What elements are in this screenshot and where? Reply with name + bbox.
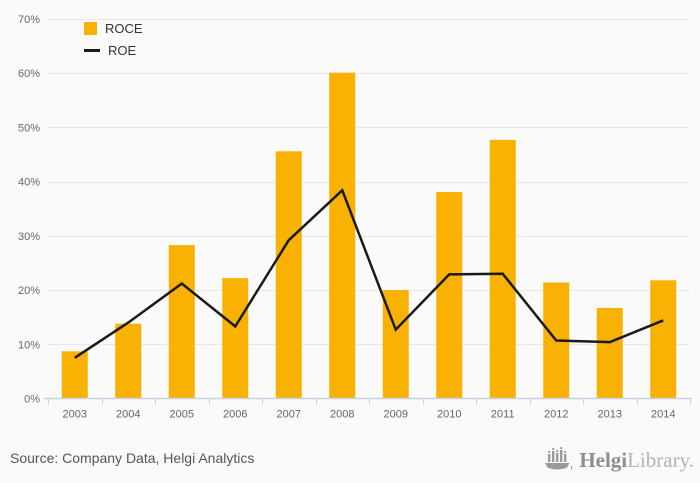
svg-text:2011: 2011	[491, 409, 515, 421]
svg-text:2008: 2008	[330, 409, 354, 421]
svg-text:0%: 0%	[24, 394, 40, 406]
brand-primary: Helgi	[579, 448, 628, 472]
svg-text:2012: 2012	[544, 409, 568, 421]
legend-item-roce[interactable]: ROCE	[84, 21, 143, 36]
footer: Source: Company Data, Helgi Analytics	[0, 438, 700, 483]
svg-text:2009: 2009	[384, 409, 408, 421]
svg-text:50%: 50%	[18, 122, 40, 134]
svg-text:2005: 2005	[170, 409, 194, 421]
source-note: Source: Company Data, Helgi Analytics	[10, 450, 255, 466]
svg-text:2004: 2004	[116, 409, 140, 421]
helgi-library-logo: HelgiLibrary.	[542, 445, 694, 475]
svg-text:2007: 2007	[277, 409, 301, 421]
chart-canvas: 0% 10% 20% 30% 40% 50% 60% 70% 2003 2004 2005 2006 2…	[18, 14, 692, 421]
brand-secondary: Library.	[627, 448, 694, 472]
chart-legend: ROCE ROE	[84, 21, 143, 58]
svg-text:2010: 2010	[437, 409, 461, 421]
chart: 0% 10% 20% 30% 40% 50% 60% 70% 2003 2004 2005 2006 2…	[18, 14, 692, 421]
legend-swatch-roe	[84, 49, 100, 52]
svg-text:30%: 30%	[18, 231, 40, 243]
legend-label-roce: ROCE	[105, 21, 143, 36]
svg-text:2006: 2006	[223, 409, 247, 421]
legend-swatch-roce	[84, 22, 97, 35]
svg-text:2013: 2013	[598, 409, 622, 421]
brand-text: HelgiLibrary.	[579, 445, 694, 475]
svg-text:70%: 70%	[18, 14, 40, 26]
helgi-ship-icon	[545, 446, 573, 470]
svg-text:2003: 2003	[63, 409, 87, 421]
svg-text:20%: 20%	[18, 285, 40, 297]
legend-label-roe: ROE	[108, 43, 137, 58]
svg-text:60%: 60%	[18, 68, 40, 80]
svg-text:2014: 2014	[651, 409, 675, 421]
legend-item-roe[interactable]: ROE	[84, 43, 143, 58]
svg-text:40%: 40%	[18, 177, 40, 189]
svg-text:10%: 10%	[18, 339, 40, 351]
